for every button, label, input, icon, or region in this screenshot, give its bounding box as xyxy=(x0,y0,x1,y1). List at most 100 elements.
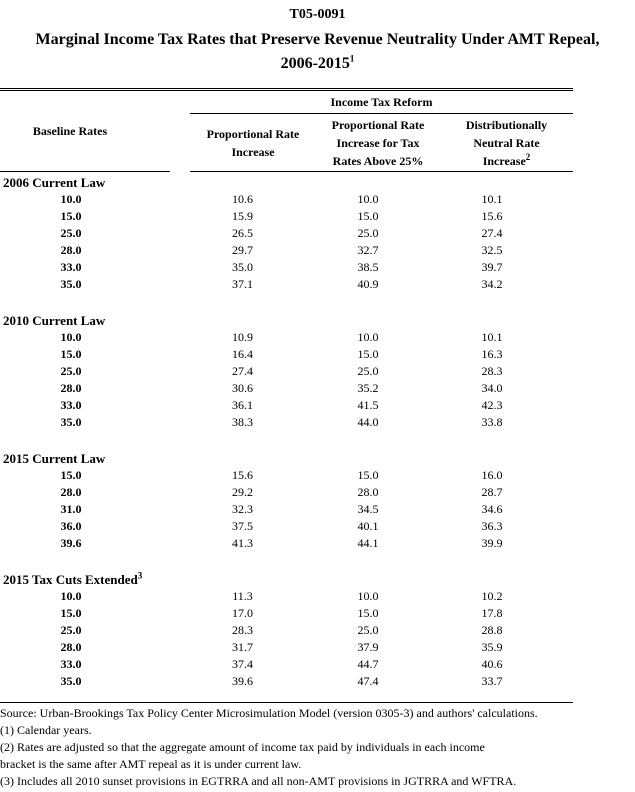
proportional-above-25-cell: 25.0 xyxy=(357,226,379,240)
baseline-rate-cell: 15.0 xyxy=(60,347,82,361)
header-rule-gap xyxy=(170,171,190,172)
proportional-above-25-cell: 34.5 xyxy=(357,502,379,516)
footnote-3: (3) Includes all 2010 sunset provisions … xyxy=(0,774,517,788)
proportional-above-25-cell: 10.0 xyxy=(357,589,379,603)
distributionally-neutral-cell: 33.8 xyxy=(481,415,503,429)
baseline-rate-cell: 35.0 xyxy=(60,674,82,688)
proportional-rate-cell: 29.7 xyxy=(232,243,253,257)
proportional-rate-cell: 26.5 xyxy=(232,226,253,240)
baseline-rate-cell: 35.0 xyxy=(60,415,82,429)
baseline-rate-cell: 15.0 xyxy=(60,606,82,620)
baseline-rate-cell: 10.0 xyxy=(60,330,82,344)
column-header-proportional-rate-above-25: Proportional Rate Increase for Tax Rates… xyxy=(316,116,440,170)
table-section: 2010 Current Law 10.0 10.9 10.0 10.1 15.0 16.4… xyxy=(0,312,573,431)
distributionally-neutral-cell: 15.6 xyxy=(481,209,503,223)
table-row: 10.0 11.3 10.0 10.2 xyxy=(0,588,573,605)
document-title: Marginal Income Tax Rates that Preserve … xyxy=(0,28,635,76)
proportional-rate-cell: 31.7 xyxy=(232,640,253,654)
document-title-line1: Marginal Income Tax Rates that Preserve … xyxy=(35,31,600,48)
column-group-income-tax-reform: Income Tax Reform Proportional Rate Incr… xyxy=(190,91,573,171)
column-header-baseline-rates: Baseline Rates xyxy=(32,123,108,138)
baseline-rate-cell: 15.0 xyxy=(60,209,82,223)
table-row: 15.0 17.0 15.0 17.8 xyxy=(0,605,573,622)
group-header-income-tax-reform: Income Tax Reform xyxy=(190,91,573,114)
header-line: Distributionally xyxy=(465,117,548,132)
section-footnote-marker: 3 xyxy=(137,570,143,581)
proportional-rate-cell: 15.6 xyxy=(232,468,253,482)
baseline-rate-cell: 28.0 xyxy=(60,381,82,395)
table-row: 33.0 37.4 44.7 40.6 xyxy=(0,656,573,673)
proportional-rate-cell: 41.3 xyxy=(232,536,253,550)
distributionally-neutral-cell: 16.3 xyxy=(481,347,503,361)
baseline-rate-cell: 35.0 xyxy=(60,277,82,291)
proportional-rate-cell: 11.3 xyxy=(232,589,253,603)
proportional-rate-cell: 35.0 xyxy=(232,260,253,274)
distributionally-neutral-cell: 36.3 xyxy=(481,519,503,533)
baseline-rate-cell: 15.0 xyxy=(60,468,82,482)
table-row: 28.0 29.7 32.7 32.5 xyxy=(0,242,573,259)
column-header-proportional-rate-increase: Proportional Rate Increase xyxy=(190,125,316,161)
proportional-above-25-cell: 10.0 xyxy=(357,192,379,206)
proportional-above-25-cell: 15.0 xyxy=(357,209,379,223)
table-body: 2006 Current Law 10.0 10.6 10.0 10.1 15.0 15.9… xyxy=(0,172,573,690)
table-row: 28.0 29.2 28.0 28.7 xyxy=(0,484,573,501)
distributionally-neutral-cell: 39.9 xyxy=(481,536,503,550)
proportional-rate-cell: 10.6 xyxy=(232,192,253,206)
baseline-rate-cell: 31.0 xyxy=(60,502,82,516)
baseline-rate-cell: 10.0 xyxy=(60,192,82,206)
baseline-rate-cell: 33.0 xyxy=(60,657,82,671)
baseline-rate-cell: 33.0 xyxy=(60,260,82,274)
table-bottom-rule xyxy=(0,702,573,703)
section-header-label: 2010 Current Law xyxy=(3,313,106,328)
proportional-above-25-cell: 47.4 xyxy=(357,674,379,688)
proportional-above-25-cell: 44.7 xyxy=(357,657,379,671)
footnote-2-line2: bracket is the same after AMT repeal as … xyxy=(0,757,302,771)
proportional-above-25-cell: 28.0 xyxy=(357,485,379,499)
table-header-rule xyxy=(0,171,573,172)
table-row: 28.0 31.7 37.9 35.9 xyxy=(0,639,573,656)
header-line: Proportional Rate xyxy=(331,117,425,132)
table-row: 10.0 10.6 10.0 10.1 xyxy=(0,191,573,208)
table-row: 15.0 15.6 15.0 16.0 xyxy=(0,467,573,484)
section-header: 2010 Current Law xyxy=(0,312,573,329)
table-section: 2006 Current Law 10.0 10.6 10.0 10.1 15.0 15.9… xyxy=(0,174,573,293)
distributionally-neutral-cell: 10.1 xyxy=(481,330,503,344)
proportional-rate-cell: 38.3 xyxy=(232,415,253,429)
baseline-rate-cell: 25.0 xyxy=(60,226,82,240)
table-row: 10.0 10.9 10.0 10.1 xyxy=(0,329,573,346)
distributionally-neutral-cell: 10.2 xyxy=(481,589,503,603)
distributionally-neutral-cell: 40.6 xyxy=(481,657,503,671)
footnotes: Source: Urban-Brookings Tax Policy Cente… xyxy=(0,705,635,790)
document-title-line2: 2006-2015 xyxy=(280,55,350,72)
table-section: 2015 Tax Cuts Extended3 10.0 11.3 10.0 10.2 1… xyxy=(0,571,573,690)
baseline-rate-cell: 33.0 xyxy=(60,398,82,412)
distributionally-neutral-cell: 10.1 xyxy=(481,192,503,206)
table-row: 31.0 32.3 34.5 34.6 xyxy=(0,501,573,518)
table-section: 2015 Current Law 15.0 15.6 15.0 16.0 28.0 29.2… xyxy=(0,450,573,552)
distributionally-neutral-cell: 17.8 xyxy=(481,606,503,620)
table-row: 25.0 28.3 25.0 28.8 xyxy=(0,622,573,639)
distributionally-neutral-cell: 39.7 xyxy=(481,260,503,274)
proportional-above-25-cell: 32.7 xyxy=(357,243,379,257)
header-line: Increase for Tax xyxy=(336,135,420,150)
header-footnote-marker: 2 xyxy=(525,151,531,162)
distributionally-neutral-cell: 34.6 xyxy=(481,502,503,516)
proportional-rate-cell: 29.2 xyxy=(232,485,253,499)
column-header-distributionally-neutral: Distributionally Neutral Rate Increase2 xyxy=(440,116,573,170)
table-row: 35.0 39.6 47.4 33.7 xyxy=(0,673,573,690)
section-header: 2015 Current Law xyxy=(0,450,573,467)
proportional-above-25-cell: 40.9 xyxy=(357,277,379,291)
proportional-above-25-cell: 35.2 xyxy=(357,381,379,395)
distributionally-neutral-cell: 34.2 xyxy=(481,277,503,291)
distributionally-neutral-cell: 32.5 xyxy=(481,243,503,257)
proportional-rate-cell: 37.1 xyxy=(232,277,253,291)
title-footnote-marker: 1 xyxy=(349,53,355,64)
table-row: 36.0 37.5 40.1 36.3 xyxy=(0,518,573,535)
distributionally-neutral-cell: 35.9 xyxy=(481,640,503,654)
header-line: Increase xyxy=(482,153,526,168)
proportional-above-25-cell: 15.0 xyxy=(357,606,379,620)
table-row: 28.0 30.6 35.2 34.0 xyxy=(0,380,573,397)
proportional-rate-cell: 37.5 xyxy=(232,519,253,533)
section-header: 2006 Current Law xyxy=(0,174,573,191)
